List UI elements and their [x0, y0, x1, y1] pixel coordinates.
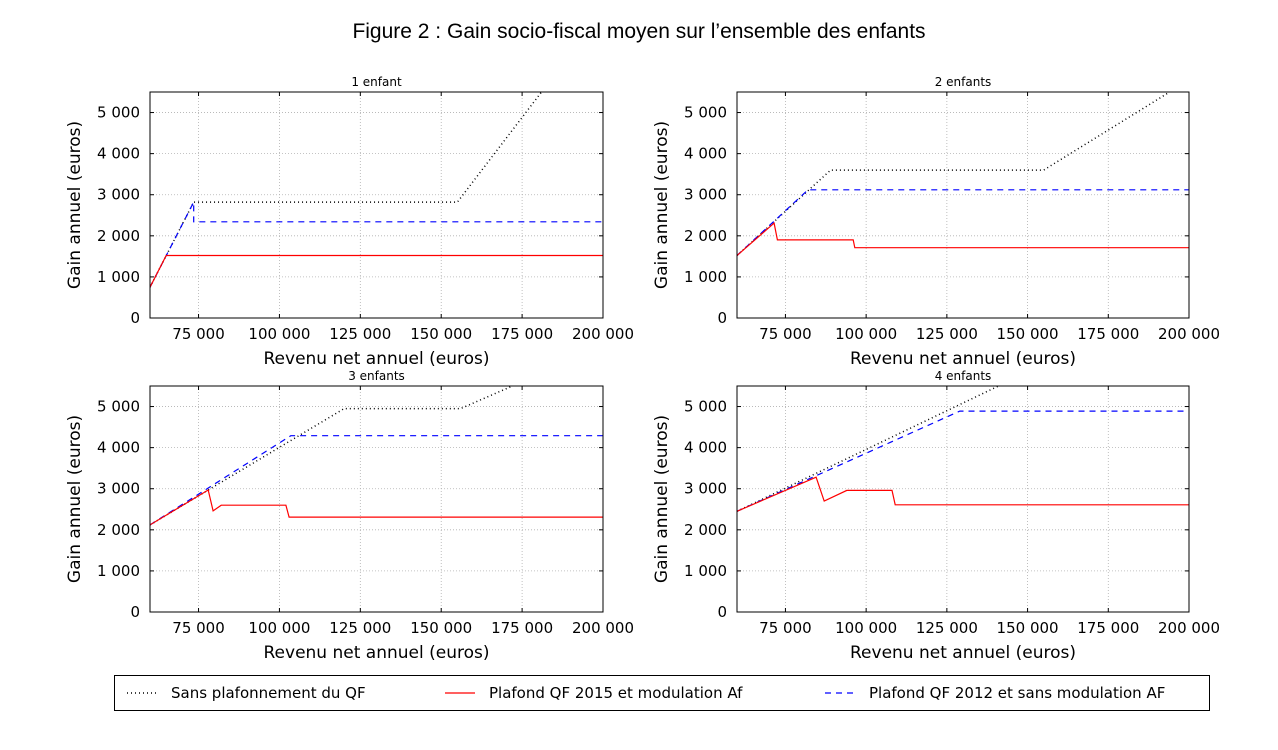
- x-tick-label: 100 000: [835, 619, 897, 637]
- series-line: [150, 254, 603, 288]
- y-axis-label: Gain annuel (euros): [65, 121, 85, 289]
- y-tick-label: 1 000: [97, 268, 140, 286]
- x-axis-label: Revenu net annuel (euros): [264, 349, 490, 369]
- panel-title: 4 enfants: [935, 369, 992, 383]
- series-line: [150, 386, 513, 526]
- chart-panel: 75 000 100 000 125 000 150 000 175 000 200 00…: [65, 75, 634, 369]
- x-tick-label: 75 000: [172, 619, 225, 637]
- series-line: [150, 201, 603, 288]
- y-tick-label: 3 000: [97, 186, 140, 204]
- x-axis-label: Revenu net annuel (euros): [264, 643, 490, 663]
- legend-label: Plafond QF 2012 et sans modulation AF: [869, 684, 1166, 702]
- legend-item: Sans plafonnement du QF: [127, 676, 366, 710]
- y-axis-label: Gain annuel (euros): [652, 121, 672, 289]
- panel-title: 3 enfants: [348, 369, 405, 383]
- figure-title: Figure 2 : Gain socio-fiscal moyen sur l…: [352, 20, 926, 43]
- x-tick-label: 200 000: [572, 325, 634, 343]
- series-line: [150, 435, 603, 526]
- y-tick-label: 1 000: [684, 562, 727, 580]
- x-tick-label: 175 000: [1077, 619, 1139, 637]
- plot-frame: [736, 91, 1190, 319]
- y-axis-label: Gain annuel (euros): [65, 415, 85, 583]
- y-tick-label: 3 000: [684, 480, 727, 498]
- y-tick-label: 4 000: [97, 439, 140, 457]
- x-tick-label: 125 000: [916, 619, 978, 637]
- plot-frame: [736, 385, 1190, 613]
- x-tick-label: 75 000: [759, 619, 812, 637]
- x-tick-label: 200 000: [1158, 619, 1220, 637]
- x-tick-label: 125 000: [329, 619, 391, 637]
- legend-item: Plafond QF 2015 et modulation Af: [445, 676, 742, 710]
- x-tick-label: 175 000: [491, 619, 553, 637]
- y-tick-label: 3 000: [684, 186, 727, 204]
- y-tick-label: 1 000: [684, 268, 727, 286]
- legend-label: Plafond QF 2015 et modulation Af: [489, 684, 743, 702]
- series-line: [150, 92, 543, 288]
- y-tick-label: 0: [130, 309, 140, 327]
- x-tick-label: 200 000: [1158, 325, 1220, 343]
- x-axis-label: Revenu net annuel (euros): [850, 643, 1076, 663]
- x-tick-label: 100 000: [835, 325, 897, 343]
- x-tick-label: 150 000: [997, 619, 1059, 637]
- y-tick-label: 5 000: [97, 104, 140, 122]
- plot-frame: [149, 385, 604, 613]
- x-tick-label: 175 000: [491, 325, 553, 343]
- x-tick-label: 150 000: [997, 325, 1059, 343]
- y-tick-label: 2 000: [97, 227, 140, 245]
- y-tick-label: 4 000: [97, 145, 140, 163]
- legend-swatch-icon: [127, 692, 157, 694]
- series-line: [737, 221, 1189, 256]
- y-tick-label: 5 000: [684, 398, 727, 416]
- x-tick-label: 150 000: [410, 325, 472, 343]
- legend-item: Plafond QF 2012 et sans modulation AF: [825, 676, 1165, 710]
- x-tick-label: 125 000: [329, 325, 391, 343]
- series-line: [737, 410, 1189, 512]
- y-tick-label: 3 000: [97, 480, 140, 498]
- x-tick-label: 175 000: [1077, 325, 1139, 343]
- chart-panel: 75 000 100 000 125 000 150 000 175 000 200 00…: [652, 369, 1220, 663]
- y-tick-label: 4 000: [684, 145, 727, 163]
- panel-title: 1 enfant: [351, 75, 402, 89]
- y-tick-label: 0: [130, 603, 140, 621]
- x-tick-label: 150 000: [410, 619, 472, 637]
- x-tick-label: 75 000: [172, 325, 225, 343]
- x-tick-label: 100 000: [248, 619, 310, 637]
- x-tick-label: 75 000: [759, 325, 812, 343]
- y-tick-label: 2 000: [97, 521, 140, 539]
- x-tick-label: 125 000: [916, 325, 978, 343]
- y-tick-label: 5 000: [684, 104, 727, 122]
- series-line: [737, 476, 1189, 512]
- plot-frame: [149, 91, 604, 319]
- x-axis-label: Revenu net annuel (euros): [850, 349, 1076, 369]
- y-tick-label: 2 000: [684, 521, 727, 539]
- y-axis-label: Gain annuel (euros): [652, 415, 672, 583]
- legend-label: Sans plafonnement du QF: [171, 684, 366, 702]
- x-tick-label: 100 000: [248, 325, 310, 343]
- legend-swatch-icon: [825, 692, 855, 694]
- panel-title: 2 enfants: [935, 75, 992, 89]
- series-line: [737, 189, 1189, 256]
- y-tick-label: 0: [717, 603, 727, 621]
- legend: Sans plafonnement du QF Plafond QF 2015 …: [114, 675, 1210, 711]
- chart-panel: 75 000 100 000 125 000 150 000 175 000 200 00…: [652, 75, 1220, 369]
- y-tick-label: 1 000: [97, 562, 140, 580]
- series-line: [737, 386, 999, 512]
- x-tick-label: 200 000: [572, 619, 634, 637]
- chart-panel: 75 000 100 000 125 000 150 000 175 000 200 00…: [65, 369, 634, 663]
- series-line: [737, 92, 1170, 257]
- y-tick-label: 0: [717, 309, 727, 327]
- y-tick-label: 4 000: [684, 439, 727, 457]
- legend-swatch-icon: [445, 692, 475, 694]
- series-line: [150, 489, 603, 526]
- y-tick-label: 2 000: [684, 227, 727, 245]
- y-tick-label: 5 000: [97, 398, 140, 416]
